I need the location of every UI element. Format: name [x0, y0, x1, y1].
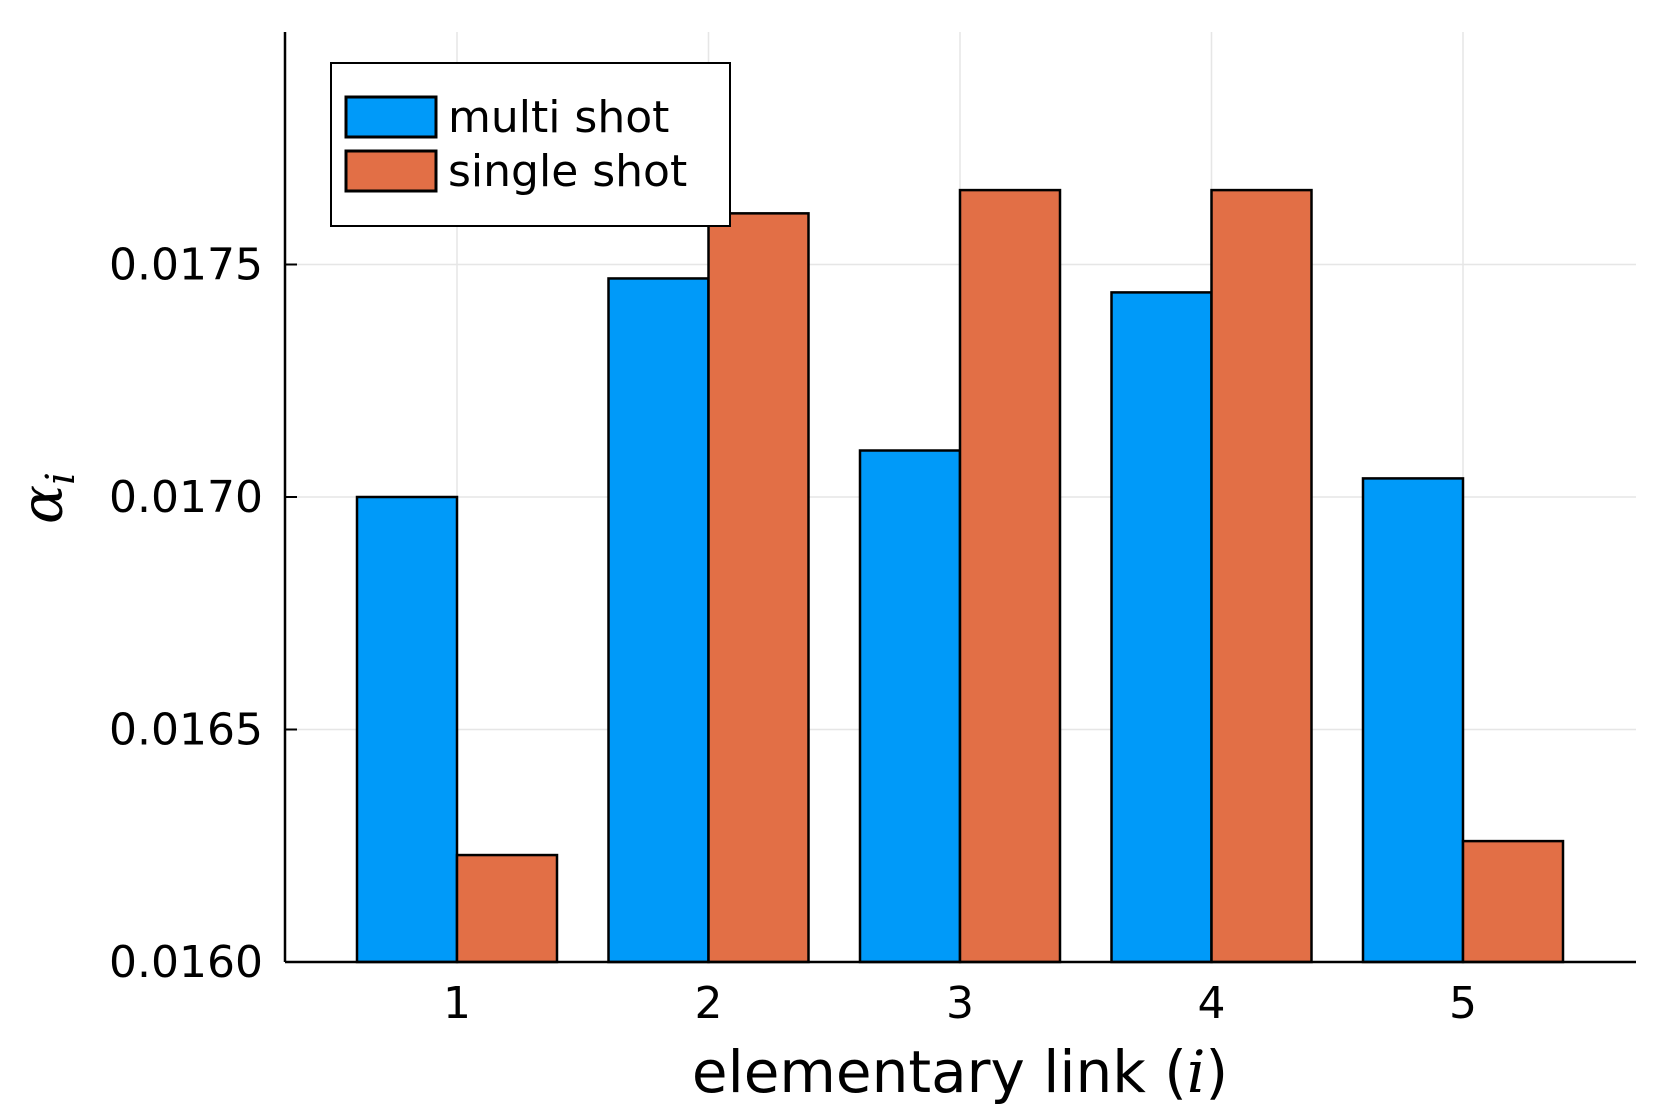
y-tick-label: 0.0170	[109, 472, 263, 523]
x-tick-label: 1	[443, 978, 471, 1029]
bar-single-shot-4	[1210, 188, 1313, 964]
x-ticks: 1 2 3 4 5	[443, 950, 1477, 1029]
legend-label: single shot	[448, 146, 687, 197]
legend-box	[330, 62, 731, 227]
y-axis-title: αi	[8, 472, 84, 524]
bar-multi-shot-3	[858, 449, 962, 964]
bar-single-shot-1	[455, 853, 559, 964]
x-axis-title-end: )	[1205, 1038, 1228, 1106]
x-axis-title-var: i	[1187, 1038, 1206, 1106]
x-tick-label: 2	[695, 978, 723, 1029]
bar-single-shot-5	[1461, 839, 1565, 964]
bar-single-shot-3	[958, 188, 1062, 964]
y-axis-title-subscript: i	[38, 472, 84, 485]
bar-single-shot-2	[707, 212, 810, 964]
x-tick-label: 3	[946, 978, 974, 1029]
legend-swatch	[344, 149, 438, 193]
legend-label: multi shot	[448, 92, 669, 143]
y-ticks: 0.0160 0.0165 0.0170 0.0175	[109, 240, 297, 988]
x-axis-title-main: elementary link (	[692, 1038, 1187, 1106]
y-tick-label: 0.0165	[109, 705, 263, 756]
bar-multi-shot-1	[355, 495, 459, 964]
x-tick-label: 4	[1198, 978, 1226, 1029]
legend-swatch	[344, 95, 438, 139]
x-axis-title: elementary link (i)	[692, 1038, 1228, 1106]
y-tick-label: 0.0175	[109, 240, 263, 291]
bar-multi-shot-4	[1110, 291, 1213, 964]
y-axis-title-symbol: α	[8, 485, 76, 524]
y-tick-label: 0.0160	[109, 937, 263, 988]
bar-multi-shot-2	[607, 277, 710, 964]
bar-multi-shot-5	[1361, 477, 1465, 964]
bars-group	[355, 188, 1565, 964]
x-tick-label: 5	[1449, 978, 1477, 1029]
